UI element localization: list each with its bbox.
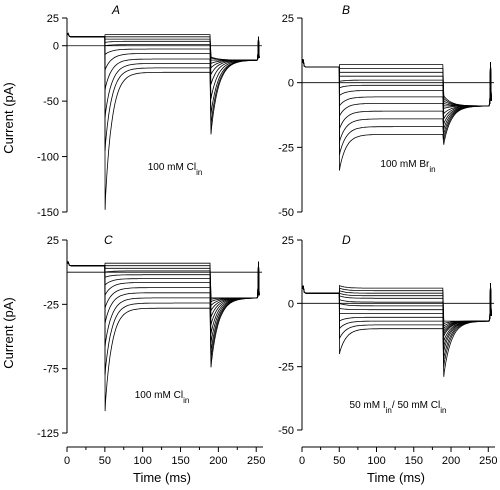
- panel-d-trace-7: [301, 283, 492, 342]
- panel-b: 25 0 -25 -50 B 100 mM Brin: [278, 3, 494, 219]
- panel-d-trace-9: [301, 283, 492, 352]
- panel-a-y-tick-label-3: -100: [37, 152, 59, 164]
- panel-d-x-tick-label-5: 250: [479, 455, 497, 467]
- panel-b-trace-12: [301, 59, 492, 171]
- panel-a-y-tick-label-4: -150: [37, 207, 59, 219]
- y-axis-title-bottom: Current (pA): [1, 297, 16, 369]
- panel-a-y-tick-label-0: 25: [47, 13, 59, 25]
- x-axis-title-left: Time (ms): [133, 470, 191, 485]
- panel-c-trace-7: [66, 260, 260, 334]
- panel-c-trace-2: [66, 260, 260, 303]
- panel-d-y-tick-label-1: 0: [288, 298, 294, 310]
- panel-c-x-tick-label-1: 50: [99, 455, 111, 467]
- panel-c-condition-label: 100 mM Clin: [135, 390, 190, 405]
- panel-a-trace-10: [66, 32, 260, 210]
- panel-c-trace-6: [66, 260, 260, 325]
- panel-c-trace-1: [66, 260, 260, 300]
- panel-d-x-tick-label-3: 150: [405, 455, 423, 467]
- panel-d-y-tick-label-0: 25: [282, 235, 294, 247]
- panel-a-trace-4: [66, 32, 260, 70]
- panel-c-y-tick-label-1: -25: [43, 299, 59, 311]
- panel-d-trace-12: [301, 283, 492, 377]
- panel-d-x-tick-label-0: 0: [299, 455, 305, 467]
- panel-b-y-tick-label-2: -25: [278, 142, 294, 154]
- panel-c-x-tick-label-5: 250: [247, 455, 265, 467]
- panel-d-condition-label: 50 mM Iin/ 50 mM Clin: [350, 400, 447, 415]
- panel-c-trace-9: [66, 260, 260, 352]
- panel-d-trace-11: [301, 283, 492, 367]
- panel-a-trace-6: [66, 32, 260, 85]
- x-axis-title-right: Time (ms): [367, 470, 425, 485]
- panel-b-y-tick-label-0: 25: [282, 13, 294, 25]
- panel-a-trace-2: [66, 32, 260, 61]
- panel-c-x-tick-label-0: 0: [64, 455, 70, 467]
- panel-a-letter: A: [111, 3, 120, 17]
- panel-d-y-tick-label-3: -50: [278, 425, 294, 437]
- panel-d-x-tick-label-4: 200: [442, 455, 460, 467]
- panel-d-x-tick-label-1: 50: [333, 455, 345, 467]
- panel-a-trace-0: [66, 32, 260, 61]
- panel-a-y-tick-label-1: 0: [53, 41, 59, 53]
- panel-b-y-tick-label-3: -50: [278, 207, 294, 219]
- panel-b-trace-10: [301, 59, 492, 143]
- panel-a-trace-9: [66, 32, 260, 152]
- panel-b-trace-8: [301, 59, 492, 125]
- panel-a-y-tick-label-2: -50: [43, 96, 59, 108]
- y-axis-title-top: Current (pA): [1, 82, 16, 154]
- panel-c-trace-11: [66, 260, 260, 412]
- panel-a-trace-8: [66, 32, 260, 118]
- panel-a-trace-5: [66, 32, 260, 75]
- panel-c-letter: C: [104, 233, 113, 247]
- panel-c-x-tick-label-2: 100: [134, 455, 152, 467]
- panel-c-trace-10: [66, 260, 260, 376]
- panel-b-y-tick-label-1: 0: [288, 78, 294, 90]
- panel-c-y-tick-label-3: -125: [37, 428, 59, 440]
- panel-d-letter: D: [342, 233, 351, 247]
- panel-a: 25 0 -50 -100 -150 A 100 mM Clin: [37, 3, 262, 219]
- panel-c: 25 -25 -75 -125 0 50 100 150 200 250 C 100 mM Clin: [37, 233, 265, 467]
- panel-c-trace-8: [66, 260, 260, 343]
- panel-d-trace-10: [301, 283, 492, 360]
- panel-d-x-tick-label-2: 100: [367, 455, 385, 467]
- panel-c-y-tick-label-2: -75: [43, 364, 59, 376]
- panel-c-trace-5: [66, 260, 260, 318]
- panel-c-x-tick-label-3: 150: [171, 455, 189, 467]
- panel-a-trace-7: [66, 32, 260, 99]
- panel-d-trace-2: [301, 283, 492, 327]
- panel-a-trace-1: [66, 32, 260, 61]
- panel-d-y-tick-label-2: -25: [278, 362, 294, 374]
- panel-c-x-tick-label-4: 200: [209, 455, 227, 467]
- panel-b-condition-label: 100 mM Brin: [380, 159, 435, 174]
- panel-d-trace-8: [301, 283, 492, 347]
- panel-b-letter: B: [342, 3, 350, 17]
- panel-c-y-tick-label-0: 25: [47, 235, 59, 247]
- panel-a-condition-label: 100 mM Clin: [148, 162, 203, 177]
